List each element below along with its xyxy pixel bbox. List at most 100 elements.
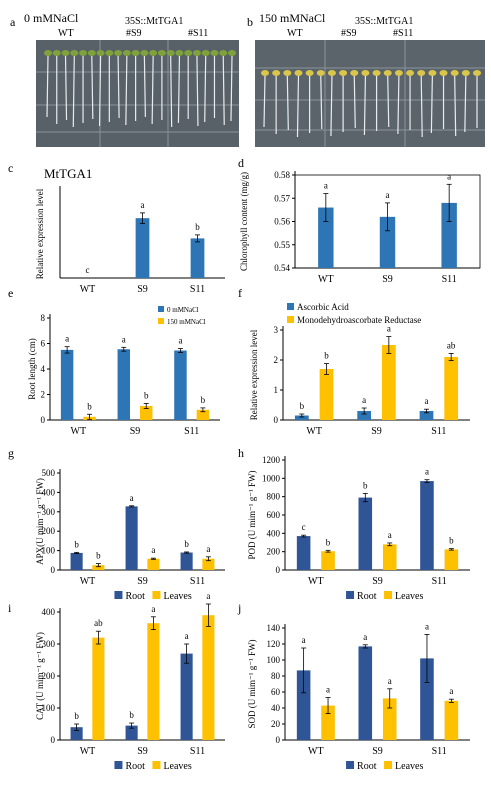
- y-axis-label: SOD (U mim⁻¹ g⁻¹ FW): [247, 640, 257, 729]
- seedling-root: [64, 55, 68, 121]
- legend-swatch: [384, 761, 393, 769]
- significance-letter: ab: [447, 340, 456, 350]
- seedling-leaf: [339, 70, 348, 76]
- y-axis-label: CAT (U mim⁻¹ g⁻¹ FW): [35, 632, 45, 720]
- y-tick-label: 300: [42, 639, 56, 649]
- panel-a-condition: 0 mMNaCl: [24, 11, 79, 25]
- x-tick-label: S9: [137, 284, 148, 295]
- x-tick-label: WT: [71, 426, 87, 437]
- y-tick-label: 0.57: [274, 193, 290, 203]
- y-tick-label: 200: [267, 547, 281, 557]
- seedling-root: [98, 55, 102, 127]
- panel-b-letter: b: [247, 15, 253, 29]
- significance-letter: b: [74, 539, 79, 549]
- y-tick-label: 3: [274, 325, 279, 335]
- seedling-leaf: [350, 70, 359, 76]
- y-tick-label: 60: [271, 687, 281, 697]
- panel-letter: j: [237, 601, 241, 615]
- bar: [358, 497, 373, 570]
- seedling-leaf: [228, 50, 236, 56]
- seedling-photo-control: [36, 40, 239, 147]
- seedling-root: [151, 55, 154, 125]
- panel-letter: h: [238, 446, 244, 460]
- bar: [358, 646, 373, 740]
- y-tick-label: 0: [274, 415, 279, 425]
- significance-letter: a: [447, 171, 451, 181]
- legend-label: Ascorbic Acid: [297, 302, 349, 312]
- bar: [382, 544, 397, 570]
- legend-label: 150 mMNaCl: [167, 318, 206, 326]
- bar: [381, 345, 396, 420]
- bar: [296, 670, 311, 740]
- panel-b-line-s11: #S11: [393, 28, 413, 39]
- legend-swatch: [114, 761, 123, 769]
- y-tick-label: 1200: [262, 455, 281, 465]
- y-tick-label: 800: [267, 492, 281, 502]
- seedling-leaf: [114, 50, 123, 56]
- bar: [70, 552, 83, 570]
- y-tick-label: 80: [271, 671, 281, 681]
- panel-a: a 0 mMNaCl 35S::MtTGA1 WT #S9 #S11: [0, 0, 245, 150]
- bar: [321, 705, 335, 740]
- seedling-leaf: [450, 70, 459, 76]
- chart-f: f 0 1 2 3 Relative expression level WT b b S9 a a S1…: [238, 286, 470, 437]
- x-tick-label: S9: [371, 426, 382, 437]
- seedling-leaf: [131, 50, 140, 56]
- significance-letter: b: [363, 480, 368, 490]
- seedling-leaf: [96, 50, 105, 56]
- y-tick-label: 100: [42, 546, 56, 556]
- y-tick-label: 200: [42, 671, 56, 681]
- bar: [420, 658, 434, 740]
- significance-letter: a: [425, 621, 429, 631]
- y-tick-label: 300: [42, 507, 56, 517]
- seedling-leaf: [417, 70, 426, 76]
- bar: [135, 218, 150, 278]
- chart-e: e 0 2 4 6 8 Root length (cm) WT a b S9 a b S11 a b 0 mMN…: [8, 286, 220, 437]
- significance-letter: a: [363, 632, 367, 642]
- seedling-root: [46, 55, 49, 118]
- bar: [92, 637, 105, 740]
- seedling-root: [296, 75, 300, 138]
- significance-letter: a: [362, 395, 366, 405]
- bar: [174, 350, 187, 420]
- significance-letter: a: [302, 635, 306, 645]
- y-tick-label: 600: [267, 510, 281, 520]
- seedling-leaf: [105, 50, 114, 56]
- seedling-leaf: [327, 70, 336, 76]
- x-tick-label: S11: [432, 746, 447, 757]
- significance-letter: a: [388, 676, 392, 686]
- bar: [379, 216, 396, 268]
- y-tick-label: 6: [41, 339, 46, 349]
- legend-label: Root: [125, 591, 145, 602]
- y-tick-label: 1: [274, 385, 279, 395]
- legend-label: Root: [125, 761, 145, 772]
- seedling-leaf: [361, 70, 370, 76]
- seedling-root: [91, 55, 94, 120]
- y-tick-label: 400: [267, 528, 281, 538]
- seedling-leaf: [272, 70, 281, 76]
- significance-letter: a: [206, 591, 210, 601]
- y-axis-label: Relative expression level: [35, 188, 45, 279]
- seedling-leaf: [70, 50, 79, 56]
- legend-swatch: [346, 591, 355, 599]
- legend-swatch: [114, 591, 123, 599]
- significance-letter: a: [424, 396, 428, 406]
- x-tick-label: S9: [372, 746, 383, 757]
- bar: [117, 349, 131, 420]
- seedling-leaf: [473, 70, 481, 76]
- legend-swatch: [384, 591, 393, 599]
- y-tick-label: 120: [267, 639, 281, 649]
- seedling-leaf: [149, 50, 158, 56]
- seedling-leaf: [122, 50, 131, 56]
- legend-swatch: [287, 303, 294, 310]
- panel-b-line-wt: WT: [287, 28, 303, 39]
- x-tick-label: WT: [308, 746, 324, 757]
- bar: [125, 506, 138, 570]
- y-axis-label: Relative expression level: [249, 329, 259, 420]
- significance-letter: a: [141, 200, 145, 210]
- significance-letter: b: [195, 222, 200, 232]
- y-tick-label: 2: [274, 355, 279, 365]
- bar: [180, 552, 193, 570]
- legend-swatch: [152, 761, 161, 769]
